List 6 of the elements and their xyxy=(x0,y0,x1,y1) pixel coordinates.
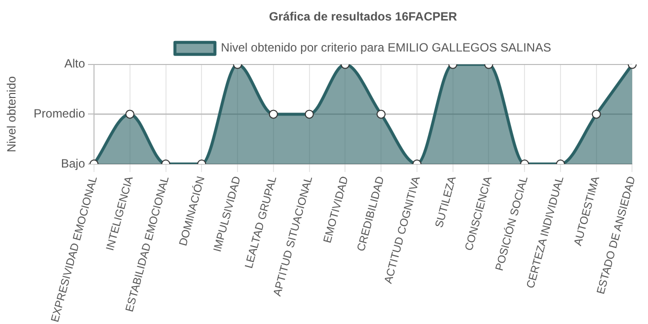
chart-title: Gráfica de resultados 16FACPER xyxy=(268,10,458,24)
category-label: Bajo xyxy=(60,156,85,170)
legend-label: Nivel obtenido por criterio para EMILIO GALLEGOS SALINAS xyxy=(220,40,552,55)
category-label: Alto xyxy=(64,56,85,71)
y-axis-title: Nivel obtenido xyxy=(4,76,18,152)
category-label: Promedio xyxy=(34,106,85,121)
